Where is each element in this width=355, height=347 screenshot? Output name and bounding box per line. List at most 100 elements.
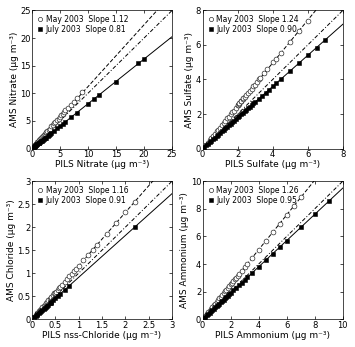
Point (215, 127, 221, 132)
Point (244, 107, 249, 112)
Point (38, 135, 44, 141)
Point (263, 238, 268, 244)
Point (217, 296, 222, 301)
Point (141, 56, 147, 62)
Point (62, 287, 67, 293)
Point (236, 113, 242, 119)
Point (236, 282, 242, 288)
Point (239, 280, 245, 285)
Point (37, 139, 43, 145)
Point (207, 310, 212, 315)
Point (214, 299, 219, 305)
Point (226, 283, 232, 289)
Point (45, 298, 51, 303)
Point (229, 280, 235, 286)
Point (60, 121, 66, 127)
Point (224, 294, 229, 300)
Point (263, 257, 268, 263)
Point (35, 139, 41, 145)
Point (233, 116, 239, 122)
Point (62, 279, 67, 285)
Point (238, 98, 244, 104)
Point (30, 145, 36, 151)
Point (232, 277, 238, 282)
Point (33, 313, 38, 319)
Point (223, 126, 228, 131)
Point (219, 292, 225, 298)
Point (66, 274, 72, 279)
Point (224, 124, 230, 129)
Point (85, 253, 91, 258)
Point (215, 297, 221, 303)
Point (226, 114, 232, 119)
Point (231, 118, 237, 124)
Point (217, 130, 223, 136)
Point (60, 111, 66, 117)
Point (49, 124, 54, 129)
Point (71, 269, 77, 274)
Point (53, 290, 58, 295)
Point (44, 299, 50, 305)
Point (35, 140, 40, 145)
X-axis label: PILS Nitrate (μg m⁻³): PILS Nitrate (μg m⁻³) (55, 160, 149, 169)
Point (245, 91, 251, 96)
Point (34, 140, 40, 146)
Point (57, 124, 63, 129)
Point (34, 311, 39, 316)
Point (39, 305, 45, 310)
Point (96, 92, 102, 98)
Point (68, 102, 74, 108)
Point (50, 298, 56, 303)
Point (212, 135, 218, 141)
Point (226, 122, 232, 128)
Point (305, 52, 311, 58)
Point (296, 60, 302, 66)
Point (40, 137, 46, 143)
Y-axis label: AMS Sulfate (μg m⁻³): AMS Sulfate (μg m⁻³) (185, 32, 195, 127)
Point (228, 121, 234, 126)
Point (31, 144, 36, 150)
Point (45, 133, 50, 139)
Point (81, 257, 86, 263)
Point (242, 109, 247, 114)
Point (204, 311, 210, 317)
Point (42, 132, 48, 137)
Point (104, 231, 109, 236)
Point (221, 297, 226, 302)
Point (61, 109, 67, 115)
Point (39, 138, 45, 143)
Point (39, 307, 45, 313)
Point (66, 283, 72, 288)
Point (53, 119, 58, 125)
Point (221, 127, 226, 133)
Point (224, 116, 230, 121)
Point (223, 118, 228, 124)
Point (264, 66, 270, 72)
Point (219, 298, 225, 304)
Point (55, 287, 60, 293)
Point (298, 195, 304, 200)
Point (32, 144, 38, 149)
Point (57, 291, 63, 297)
Point (242, 94, 247, 100)
Point (240, 110, 246, 116)
Point (298, 225, 304, 230)
Point (218, 299, 224, 305)
Point (40, 133, 46, 138)
Point (249, 256, 255, 261)
Point (207, 139, 212, 145)
Point (47, 296, 53, 302)
Point (249, 86, 255, 92)
Point (132, 199, 137, 205)
Point (51, 291, 57, 296)
Point (245, 261, 250, 266)
Point (32, 143, 38, 148)
Point (233, 105, 239, 111)
Point (36, 140, 42, 146)
Point (240, 96, 246, 102)
Point (203, 143, 209, 148)
Point (205, 311, 211, 317)
Point (208, 135, 214, 141)
Point (43, 135, 49, 140)
Point (218, 294, 224, 299)
